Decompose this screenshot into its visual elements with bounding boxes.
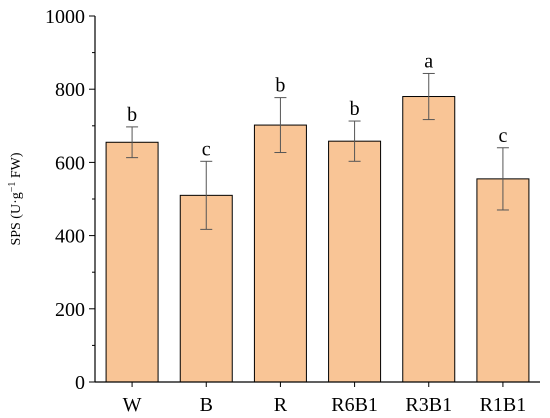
x-tick-label-R3B1: R3B1 bbox=[405, 394, 452, 416]
y-tick-label: 400 bbox=[55, 226, 85, 248]
significance-label-R6B1: b bbox=[350, 98, 360, 120]
y-tick-label: 1000 bbox=[45, 6, 85, 28]
y-axis-label-superscript: −1 bbox=[7, 182, 18, 193]
error-bars-group bbox=[126, 72, 509, 230]
significance-label-R1B1: c bbox=[498, 125, 507, 147]
significance-label-R: b bbox=[275, 75, 285, 97]
bar-W bbox=[105, 141, 159, 383]
error-bar-R6B1 bbox=[348, 120, 361, 162]
error-bar-R bbox=[274, 97, 287, 154]
y-axis-label-main: SPS (U·g bbox=[9, 192, 24, 245]
bar-R3B1 bbox=[402, 96, 456, 383]
significance-label-R3B1: a bbox=[424, 50, 433, 72]
y-tick-label: 0 bbox=[75, 372, 85, 394]
y-axis-label-unit: FW) bbox=[9, 152, 24, 182]
x-labels-group: W B R R6B1 R3B1 R1B1 bbox=[123, 394, 527, 416]
x-tick-label-R: R bbox=[274, 394, 288, 416]
bars-group bbox=[105, 96, 530, 383]
y-tick-label: 800 bbox=[55, 79, 85, 101]
significance-label-W: b bbox=[127, 104, 137, 126]
y-axis-label: SPS (U·g−1 FW) bbox=[7, 152, 24, 245]
error-bar-R3B1 bbox=[422, 72, 435, 121]
x-tick-label-W: W bbox=[123, 394, 142, 416]
significance-labels-group: b c b b a c bbox=[127, 50, 507, 160]
significance-label-B: c bbox=[202, 138, 211, 160]
y-tick-label: 200 bbox=[55, 299, 85, 321]
error-bar-B bbox=[200, 160, 213, 230]
x-tick-label-R6B1: R6B1 bbox=[331, 394, 378, 416]
error-bar-R1B1 bbox=[496, 147, 509, 211]
bar-R1B1 bbox=[476, 178, 530, 383]
bar-R bbox=[253, 124, 307, 383]
axes-group bbox=[94, 16, 540, 387]
x-tick-label-B: B bbox=[200, 394, 213, 416]
error-bar-W bbox=[126, 126, 139, 159]
x-tick-label-R1B1: R1B1 bbox=[480, 394, 527, 416]
bar-R6B1 bbox=[328, 140, 382, 383]
y-tick-label: 600 bbox=[55, 152, 85, 174]
y-ticks-group: 0 200 400 600 800 1000 bbox=[45, 6, 95, 394]
